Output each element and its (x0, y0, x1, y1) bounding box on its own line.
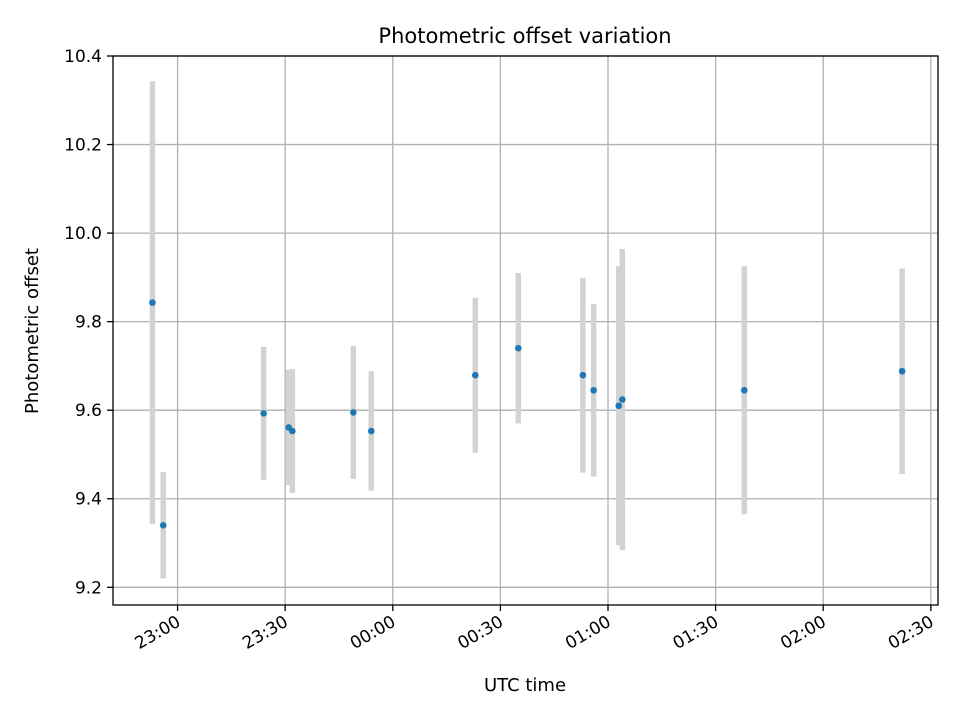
data-point (579, 371, 587, 379)
data-point (615, 402, 623, 410)
data-point (159, 522, 167, 529)
y-tick-label: 10.4 (64, 47, 102, 67)
grid (113, 55, 938, 605)
data-point (619, 396, 626, 403)
data-point (149, 299, 156, 306)
plot-frame (112, 55, 939, 606)
y-tick-label: 9.2 (75, 578, 102, 598)
chart-title: Photometric offset variation (378, 24, 671, 48)
data-point (898, 367, 906, 375)
y-axis: 9.2 9.4 9.6 9.8 10.0 10.2 10.4 (64, 47, 113, 598)
data-point (741, 386, 748, 394)
data-point (289, 427, 296, 435)
y-tick-label: 9.6 (75, 401, 102, 421)
y-tick-label: 9.4 (75, 490, 102, 510)
y-tick-label: 10.0 (64, 224, 102, 244)
y-tick-label: 10.2 (64, 136, 102, 156)
data-points (149, 299, 906, 529)
data-point (590, 386, 597, 394)
data-point (515, 344, 522, 352)
data-point (260, 409, 267, 417)
data-point (350, 409, 357, 416)
y-tick-label: 9.8 (75, 313, 102, 333)
y-axis-title: Photometric offset (22, 248, 43, 414)
x-axis-title: UTC time (484, 675, 566, 696)
data-point (471, 371, 479, 379)
data-point (367, 427, 375, 435)
